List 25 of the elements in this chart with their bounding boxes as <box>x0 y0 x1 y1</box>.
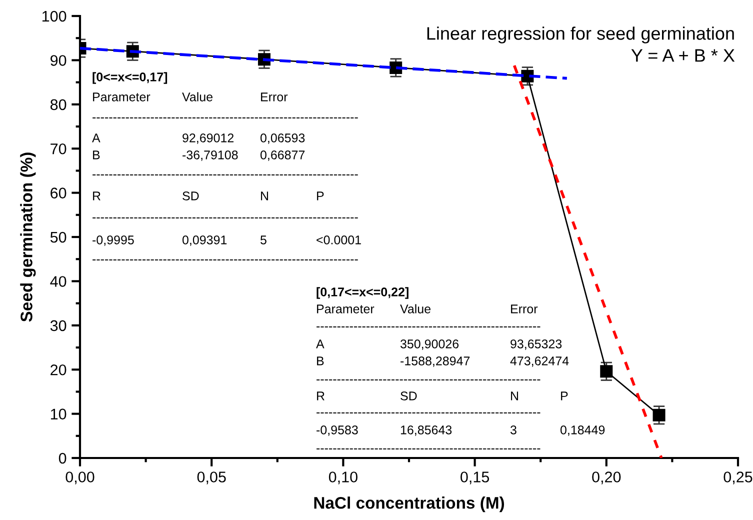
point <box>600 365 613 378</box>
text: [0,17<=x<=0,22] Parameter Value Error ------------------------------------------------------ A 350,90026 93,65323 B -1588,28947 473,62474 ------------------------------------------------------ R SD N P ------------------------------------------------------ -0,9583 16,85643 3 0,18449 ------------------------------------------------------ <box>316 287 605 450</box>
y-tick-label: 20 <box>50 364 66 376</box>
y-tick-label: 0 <box>58 452 66 464</box>
x-tick-label: 0,00 <box>66 472 94 484</box>
x-tick-label: 0,05 <box>197 472 226 484</box>
x-tick-label: 0,15 <box>460 472 490 484</box>
x-tick-label: 0,10 <box>328 472 358 484</box>
x-tick-label: 0,25 <box>724 472 752 484</box>
x-axis-title: NaCl concentrations (M) <box>314 496 504 512</box>
annotation: Y = A + B * X <box>631 49 735 62</box>
y-tick-label: 60 <box>50 188 66 198</box>
text: [0<=x<=0,17] Parameter Value Error ---------------------------------------------------------------- A 92,69012 0,06593 B -36,79108 0,66877 ---------------------------------------------------------------- R SD N P ---------------------------------------------------------------- -0,9995 0,09391 5 <0.0001 ---------------------------------------------------------------- <box>92 72 361 260</box>
point <box>652 408 666 422</box>
y-tick-label: 10 <box>50 408 66 420</box>
y-tick-label: 40 <box>50 276 66 287</box>
y-tick-label: 90 <box>50 55 66 66</box>
x-tick-label: 0,20 <box>592 472 621 484</box>
y-tick-label: 80 <box>50 99 66 110</box>
y-tick-label: 70 <box>50 143 66 154</box>
y-tick-label: 100 <box>42 10 66 22</box>
y-tick-label: 50 <box>50 232 66 243</box>
y-axis-title: Seed germination (%) <box>20 152 36 322</box>
y-tick-label: 30 <box>50 320 66 332</box>
annotation: Linear regression for seed germination <box>427 26 734 44</box>
